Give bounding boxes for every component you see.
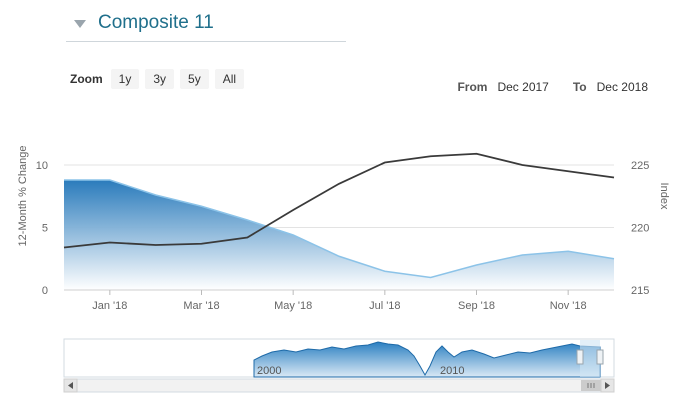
left-tick-label: 5	[42, 223, 48, 235]
date-range: From Dec 2017 To Dec 2018	[457, 80, 648, 94]
right-tick-label: 220	[631, 223, 649, 235]
line-series	[63, 152, 615, 249]
x-tick-label: Mar '18	[183, 300, 219, 312]
left-axis-title: 12-Month % Change	[17, 146, 29, 247]
scrollbar-track[interactable]	[63, 378, 615, 393]
title-divider	[66, 41, 346, 42]
right-axis-title: Index	[658, 183, 670, 210]
left-tick-label: 10	[36, 160, 48, 172]
x-tick-label: Jul '18	[369, 300, 400, 312]
navigator-selection[interactable]	[580, 340, 600, 377]
from-date-input[interactable]: Dec 2017	[497, 80, 549, 94]
scroll-left-arrow-icon	[68, 382, 73, 389]
zoom-3y-button[interactable]: 3y	[145, 69, 175, 89]
chart-title: Composite 11	[98, 12, 214, 33]
title-row: Composite 11	[74, 12, 214, 34]
navigator: 2000 2010	[63, 338, 615, 378]
x-tick-label: Jan '18	[92, 300, 127, 312]
area-series-outline	[64, 179, 615, 279]
right-tick-label: 225	[631, 160, 649, 172]
scrollbar[interactable]	[63, 378, 615, 393]
navigator-label-2010: 2010	[440, 365, 464, 377]
zoom-controls: Zoom 1y 3y 5y All	[70, 69, 250, 89]
navigator-label-2000: 2000	[257, 365, 281, 377]
x-tick-label: Sep '18	[458, 300, 495, 312]
zoom-1y-button[interactable]: 1y	[110, 69, 140, 89]
left-tick-label: 0	[42, 285, 48, 297]
navigator-left-handle[interactable]	[576, 349, 584, 365]
zoom-all-button[interactable]: All	[214, 69, 245, 89]
zoom-5y-button[interactable]: 5y	[180, 69, 209, 89]
to-label: To	[572, 80, 587, 94]
area-series	[64, 180, 614, 290]
scroll-right-arrow-icon	[605, 382, 610, 389]
zoom-label: Zoom	[70, 72, 103, 86]
x-tick-label: Nov '18	[550, 300, 587, 312]
left-axis-ticks: 0 5 10	[36, 160, 48, 297]
x-tick-label: May '18	[274, 300, 312, 312]
to-date-input[interactable]: Dec 2018	[596, 80, 648, 94]
x-axis-ticks: Jan '18 Mar '18 May '18 Jul '18 Sep '18 Nov '…	[92, 290, 587, 312]
navigator-area	[253, 341, 601, 378]
scrollbar-grip-icon	[587, 383, 595, 388]
collapse-triangle-icon[interactable]	[74, 20, 86, 28]
navigator-right-handle[interactable]	[596, 349, 604, 365]
from-label: From	[457, 80, 488, 94]
right-axis-ticks: 215 220 225	[631, 160, 649, 297]
right-tick-label: 215	[631, 285, 649, 297]
